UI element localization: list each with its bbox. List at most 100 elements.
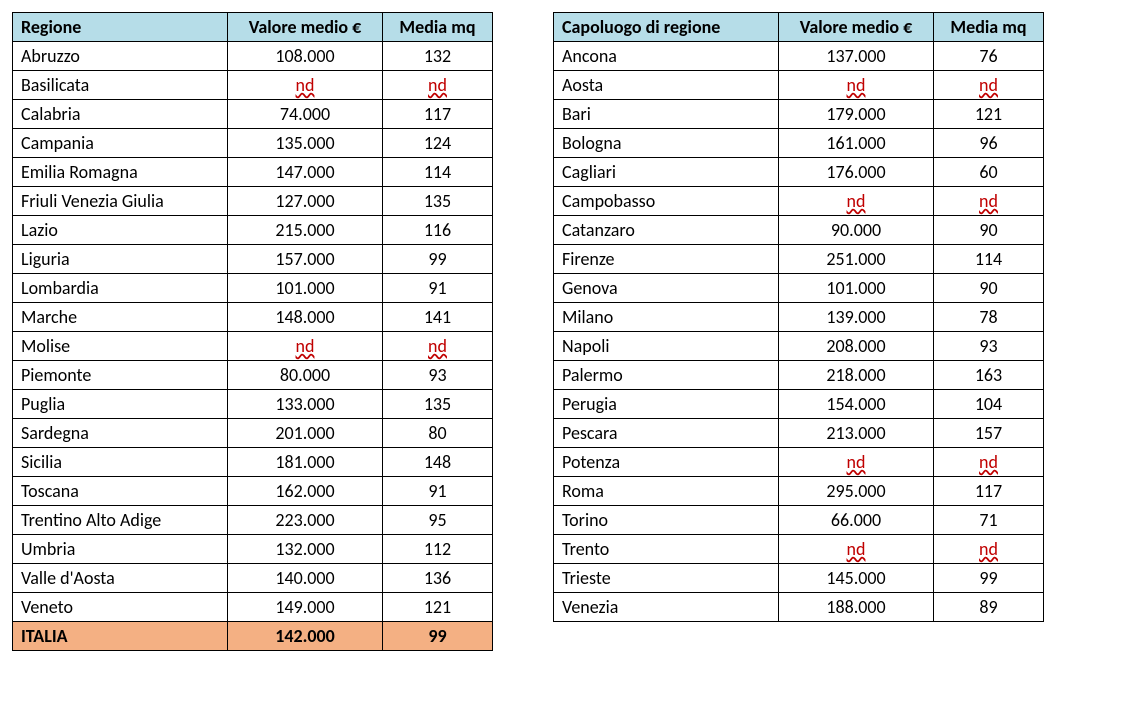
cell-media: 124	[383, 129, 493, 158]
cell-media: nd	[934, 71, 1044, 100]
cell-name: Catanzaro	[554, 216, 779, 245]
cell-name: Abruzzo	[13, 42, 228, 71]
col-media: Media mq	[934, 13, 1044, 42]
table-row: Cagliari176.00060	[554, 158, 1044, 187]
cell-name: Basilicata	[13, 71, 228, 100]
cell-name: Bologna	[554, 129, 779, 158]
cell-valore: 213.000	[779, 419, 934, 448]
cell-valore: 135.000	[228, 129, 383, 158]
cell-media: 114	[383, 158, 493, 187]
capoluoghi-table: Capoluogo di regione Valore medio € Medi…	[553, 12, 1044, 622]
cell-valore: 157.000	[228, 245, 383, 274]
table-row: Napoli208.00093	[554, 332, 1044, 361]
cell-media: 90	[934, 274, 1044, 303]
table-row: Perugia154.000104	[554, 390, 1044, 419]
cell-valore: 80.000	[228, 361, 383, 390]
cell-media: 99	[383, 245, 493, 274]
cell-name: Milano	[554, 303, 779, 332]
cell-name: Campania	[13, 129, 228, 158]
table-row: Trentino Alto Adige223.00095	[13, 506, 493, 535]
cell-name: Marche	[13, 303, 228, 332]
cell-name: Friuli Venezia Giulia	[13, 187, 228, 216]
table-row: Marche148.000141	[13, 303, 493, 332]
cell-media: 114	[934, 245, 1044, 274]
table-row: Venezia188.00089	[554, 593, 1044, 622]
cell-name: Lazio	[13, 216, 228, 245]
cell-valore: 215.000	[228, 216, 383, 245]
cell-name: Palermo	[554, 361, 779, 390]
cell-name: Perugia	[554, 390, 779, 419]
cell-media: nd	[383, 332, 493, 361]
cell-name: Liguria	[13, 245, 228, 274]
cell-valore: nd	[779, 71, 934, 100]
cell-media: 76	[934, 42, 1044, 71]
cell-media: 91	[383, 477, 493, 506]
cell-valore: 181.000	[228, 448, 383, 477]
cell-name: Molise	[13, 332, 228, 361]
table-row: Sardegna201.00080	[13, 419, 493, 448]
cell-valore: 90.000	[779, 216, 934, 245]
cell-media: 112	[383, 535, 493, 564]
cell-valore: nd	[228, 71, 383, 100]
cell-media: 99	[934, 564, 1044, 593]
cell-media: nd	[934, 535, 1044, 564]
cell-media: 89	[934, 593, 1044, 622]
cell-valore: 161.000	[779, 129, 934, 158]
table-row: Sicilia181.000148	[13, 448, 493, 477]
table-row: Abruzzo108.000132	[13, 42, 493, 71]
table-row: Potenzandnd	[554, 448, 1044, 477]
cell-valore: 251.000	[779, 245, 934, 274]
cell-media: 71	[934, 506, 1044, 535]
cell-name: Genova	[554, 274, 779, 303]
cell-valore: nd	[779, 535, 934, 564]
table-row: Firenze251.000114	[554, 245, 1044, 274]
cell-name: Ancona	[554, 42, 779, 71]
cell-name: Cagliari	[554, 158, 779, 187]
cell-media: 91	[383, 274, 493, 303]
table-row: Torino66.00071	[554, 506, 1044, 535]
table-row: Piemonte80.00093	[13, 361, 493, 390]
table-row: Valle d'Aosta140.000136	[13, 564, 493, 593]
total-media: 99	[383, 622, 493, 651]
col-valore: Valore medio €	[779, 13, 934, 42]
cell-valore: 74.000	[228, 100, 383, 129]
cell-name: Sardegna	[13, 419, 228, 448]
table-row: Palermo218.000163	[554, 361, 1044, 390]
cell-name: Potenza	[554, 448, 779, 477]
cell-name: Firenze	[554, 245, 779, 274]
table-row: Genova101.00090	[554, 274, 1044, 303]
regioni-table: Regione Valore medio € Media mq Abruzzo1…	[12, 12, 493, 651]
cell-valore: nd	[228, 332, 383, 361]
col-regione: Regione	[13, 13, 228, 42]
table-row: Liguria157.00099	[13, 245, 493, 274]
cell-valore: 139.000	[779, 303, 934, 332]
table-total-row: ITALIA 142.000 99	[13, 622, 493, 651]
total-valore: 142.000	[228, 622, 383, 651]
table-row: Friuli Venezia Giulia127.000135	[13, 187, 493, 216]
table-row: Bologna161.00096	[554, 129, 1044, 158]
cell-media: nd	[383, 71, 493, 100]
cell-valore: nd	[779, 448, 934, 477]
cell-name: Lombardia	[13, 274, 228, 303]
cell-name: Valle d'Aosta	[13, 564, 228, 593]
col-capoluogo: Capoluogo di regione	[554, 13, 779, 42]
table-row: Campobassondnd	[554, 187, 1044, 216]
col-valore: Valore medio €	[228, 13, 383, 42]
cell-name: Venezia	[554, 593, 779, 622]
cell-media: 121	[383, 593, 493, 622]
cell-valore: 148.000	[228, 303, 383, 332]
cell-media: 117	[383, 100, 493, 129]
cell-media: 163	[934, 361, 1044, 390]
cell-name: Calabria	[13, 100, 228, 129]
cell-valore: 140.000	[228, 564, 383, 593]
cell-name: Sicilia	[13, 448, 228, 477]
table-row: Puglia133.000135	[13, 390, 493, 419]
cell-name: Umbria	[13, 535, 228, 564]
cell-valore: 295.000	[779, 477, 934, 506]
cell-valore: 147.000	[228, 158, 383, 187]
cell-media: 78	[934, 303, 1044, 332]
table-row: Toscana162.00091	[13, 477, 493, 506]
cell-valore: 154.000	[779, 390, 934, 419]
cell-name: Napoli	[554, 332, 779, 361]
cell-valore: nd	[779, 187, 934, 216]
